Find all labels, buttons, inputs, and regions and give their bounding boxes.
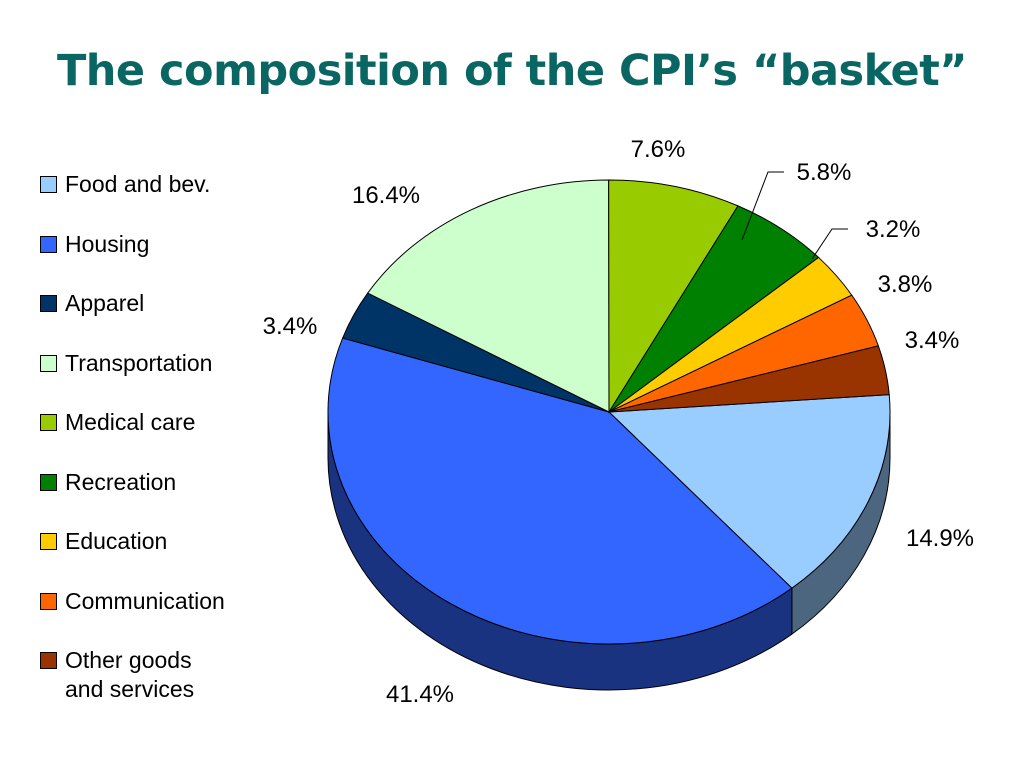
legend-item-food-and-bev: Food and bev. [40, 170, 210, 199]
legend-item-education: Education [40, 527, 167, 556]
data-label-other-goods-and-services: 3.4% [905, 327, 960, 354]
legend-item-transportation: Transportation [40, 349, 212, 378]
legend-item-communication: Communication [40, 587, 225, 616]
legend-item-recreation: Recreation [40, 468, 176, 497]
legend-label: Other goods and services [65, 647, 195, 702]
slice-transportation [366, 179, 610, 413]
legend-item-other-goods-and-services: Other goods and services [40, 646, 194, 704]
legend-label: Recreation [65, 468, 177, 495]
legend-swatch [40, 414, 57, 431]
pie-slices [327, 179, 891, 645]
legend-swatch [40, 354, 57, 372]
leader-line [811, 228, 848, 260]
legend-label: Transportation [65, 349, 213, 376]
data-label-education: 3.2% [866, 216, 921, 243]
legend-label: Education [65, 528, 168, 554]
legend-swatch [40, 652, 57, 669]
legend-label: Food and bev. [65, 171, 211, 197]
data-label-recreation: 5.8% [797, 159, 852, 186]
slice-food-and-bev [607, 394, 891, 589]
data-label-communication: 3.8% [878, 271, 933, 298]
chart-title: The composition of the CPI’s “basket” [56, 46, 968, 96]
slice-other-goods-and-services [608, 345, 890, 413]
leader-line [741, 171, 784, 241]
legend-swatch [40, 533, 57, 550]
data-label-transportation: 16.4% [352, 182, 420, 209]
legend-swatch [40, 592, 57, 610]
data-label-medical-care: 7.6% [631, 136, 686, 163]
slice-medical-care [608, 179, 739, 414]
legend-item-housing: Housing [40, 230, 149, 259]
legend-item-medical-care: Medical care [40, 408, 195, 437]
data-label-apparel: 3.4% [263, 313, 318, 340]
legend-label: Apparel [65, 290, 145, 316]
slice-housing [327, 337, 793, 645]
legend-swatch [40, 295, 57, 312]
legend-swatch [40, 235, 57, 253]
legend-item-apparel: Apparel [40, 289, 144, 318]
legend-swatch [40, 473, 57, 491]
legend-label: Communication [65, 587, 225, 614]
data-label-housing: 41.4% [386, 681, 454, 708]
data-label-food-and-bev: 14.9% [906, 525, 974, 552]
legend-swatch [40, 176, 57, 193]
legend-label: Housing [65, 230, 150, 257]
legend-label: Medical care [65, 409, 196, 435]
data-labels: 14.9% 41.4% 3.4% 16.4% 7.6% 5.8% 3.2% 3.8% 3.4% [263, 136, 974, 708]
